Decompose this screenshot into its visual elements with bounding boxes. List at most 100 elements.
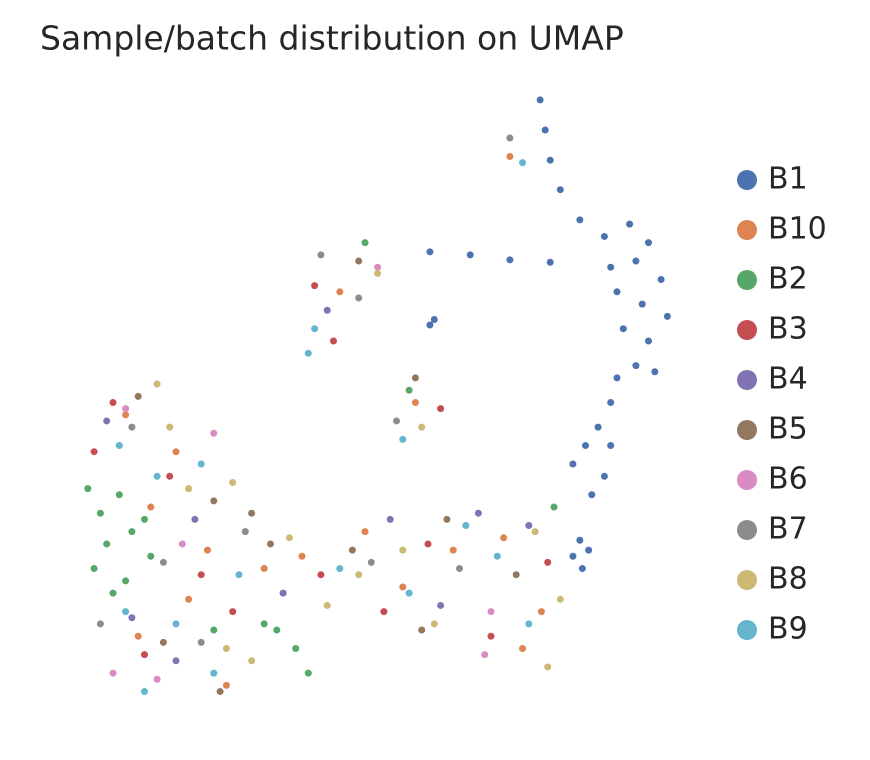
legend-label: B8 bbox=[768, 562, 808, 597]
point bbox=[500, 534, 508, 542]
point bbox=[323, 601, 331, 609]
legend-label: B9 bbox=[768, 612, 808, 647]
point bbox=[418, 423, 426, 431]
point bbox=[645, 337, 652, 345]
point bbox=[216, 688, 224, 696]
point bbox=[141, 688, 148, 696]
point bbox=[607, 263, 615, 271]
point bbox=[204, 546, 211, 554]
point bbox=[487, 632, 495, 640]
point bbox=[607, 399, 615, 406]
point bbox=[576, 216, 584, 224]
point bbox=[260, 620, 268, 628]
legend-label: B2 bbox=[768, 262, 808, 297]
point bbox=[273, 626, 281, 634]
point bbox=[544, 663, 552, 671]
legend-label: B5 bbox=[768, 412, 808, 447]
point bbox=[304, 349, 312, 357]
point bbox=[556, 595, 564, 603]
point bbox=[544, 558, 552, 566]
point bbox=[210, 669, 218, 677]
point bbox=[222, 645, 230, 652]
point bbox=[355, 571, 363, 579]
point bbox=[426, 321, 434, 329]
point bbox=[355, 294, 363, 302]
legend-marker bbox=[737, 470, 757, 490]
point bbox=[600, 232, 608, 240]
legend-marker bbox=[737, 370, 757, 390]
point bbox=[481, 651, 489, 659]
point bbox=[147, 552, 155, 560]
point bbox=[569, 552, 577, 560]
point bbox=[128, 423, 136, 431]
legend-label: B3 bbox=[768, 312, 808, 347]
point bbox=[229, 478, 237, 486]
point bbox=[556, 186, 564, 194]
point bbox=[651, 368, 659, 376]
point bbox=[588, 491, 596, 499]
point bbox=[298, 552, 306, 560]
point bbox=[128, 528, 136, 536]
point bbox=[456, 565, 463, 573]
point bbox=[437, 601, 445, 609]
point bbox=[235, 571, 243, 579]
point bbox=[153, 380, 161, 388]
point bbox=[323, 306, 331, 314]
point bbox=[619, 325, 627, 333]
point bbox=[229, 608, 237, 616]
point bbox=[657, 276, 665, 283]
point bbox=[663, 312, 671, 320]
point bbox=[374, 269, 382, 277]
point bbox=[426, 248, 434, 256]
point bbox=[541, 126, 549, 134]
point bbox=[613, 288, 621, 296]
point bbox=[103, 417, 111, 425]
point bbox=[512, 571, 520, 579]
point bbox=[285, 534, 293, 542]
point bbox=[172, 620, 180, 628]
point bbox=[222, 681, 230, 689]
point bbox=[546, 258, 554, 266]
point bbox=[348, 546, 356, 554]
point bbox=[424, 540, 432, 548]
point bbox=[493, 552, 501, 560]
point bbox=[393, 417, 400, 425]
point bbox=[405, 589, 413, 597]
point bbox=[374, 263, 382, 271]
legend-marker bbox=[737, 420, 757, 440]
point bbox=[134, 392, 142, 400]
point bbox=[147, 503, 155, 511]
point bbox=[525, 522, 533, 529]
point bbox=[607, 442, 615, 450]
point bbox=[141, 651, 148, 659]
legend-label: B1 bbox=[768, 162, 808, 197]
point bbox=[90, 448, 98, 456]
legend-label: B6 bbox=[768, 462, 808, 497]
point bbox=[109, 399, 117, 406]
point bbox=[279, 589, 287, 597]
point bbox=[336, 565, 344, 573]
point bbox=[172, 657, 180, 665]
point bbox=[260, 565, 268, 573]
legend-marker bbox=[737, 220, 757, 240]
point bbox=[248, 509, 256, 517]
point bbox=[115, 442, 123, 450]
point bbox=[109, 589, 117, 597]
point bbox=[311, 325, 319, 333]
point bbox=[578, 565, 586, 573]
point bbox=[411, 399, 419, 406]
point bbox=[191, 515, 199, 523]
point bbox=[141, 515, 148, 523]
point bbox=[594, 423, 602, 431]
point bbox=[292, 645, 300, 652]
point bbox=[638, 300, 646, 308]
point bbox=[531, 528, 539, 536]
point bbox=[380, 608, 388, 616]
chart-title: Sample/batch distribution on UMAP bbox=[40, 19, 624, 58]
point bbox=[159, 638, 167, 646]
point bbox=[103, 540, 111, 548]
point bbox=[613, 374, 621, 382]
point bbox=[411, 374, 419, 382]
point bbox=[569, 460, 577, 468]
legend-marker bbox=[737, 570, 757, 590]
